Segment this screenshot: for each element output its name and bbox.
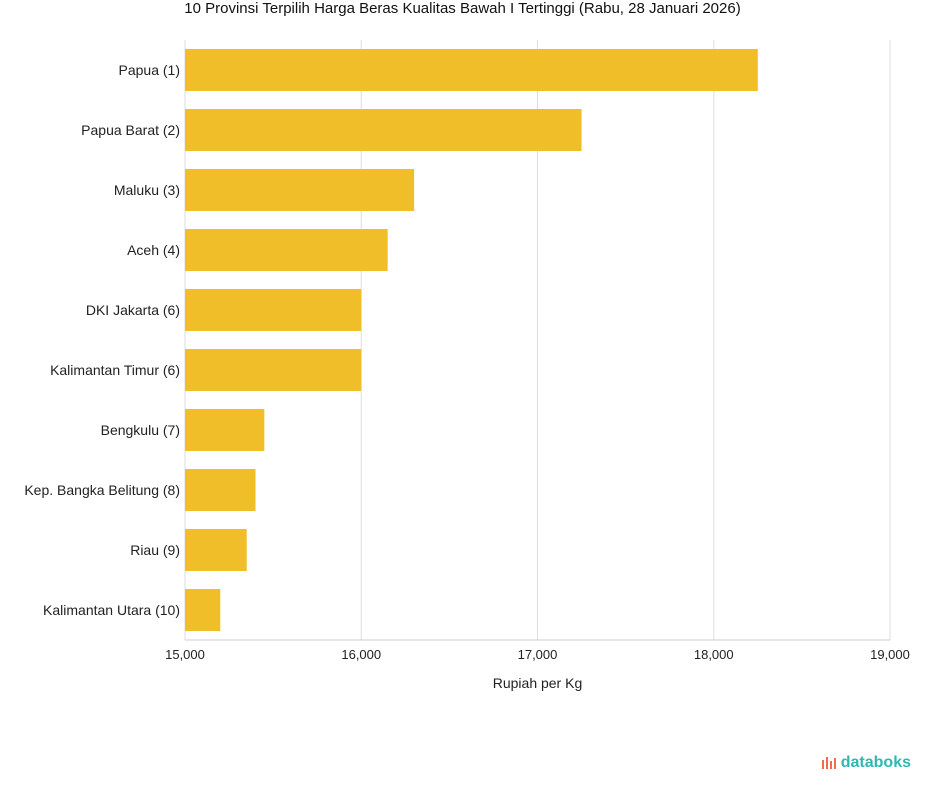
bar: [185, 409, 265, 451]
category-label: Papua Barat (2): [81, 122, 180, 138]
x-tick-label: 18,000: [694, 647, 734, 662]
bar: [185, 169, 415, 211]
x-axis-title: Rupiah per Kg: [493, 675, 583, 691]
category-label: Kalimantan Timur (6): [50, 362, 180, 378]
bars: [185, 49, 758, 631]
x-tick-label: 17,000: [518, 647, 558, 662]
bar: [185, 349, 362, 391]
category-label: Aceh (4): [127, 242, 180, 258]
bar: [185, 49, 758, 91]
x-tick-label: 15,000: [165, 647, 205, 662]
bar: [185, 109, 582, 151]
category-label: Maluku (3): [114, 182, 180, 198]
category-label: Bengkulu (7): [101, 422, 180, 438]
category-label: Riau (9): [130, 542, 180, 558]
category-label: Kalimantan Utara (10): [43, 602, 180, 618]
bar: [185, 469, 256, 511]
chart-title: 10 Provinsi Terpilih Harga Beras Kualita…: [184, 0, 741, 17]
category-label: Kep. Bangka Belitung (8): [24, 482, 180, 498]
category-label: DKI Jakarta (6): [86, 302, 180, 318]
brand-logo: databoks: [821, 754, 911, 772]
databoks-logo-icon: [821, 757, 836, 769]
bar: [185, 289, 362, 331]
brand-name: databoks: [840, 754, 911, 771]
bar: [185, 589, 221, 631]
x-tick-label: 16,000: [341, 647, 381, 662]
x-tick-label: 19,000: [870, 647, 910, 662]
bar: [185, 529, 247, 571]
bar: [185, 229, 388, 271]
category-labels: Papua (1) Papua Barat (2) Maluku (3) Aceh (…: [24, 62, 180, 618]
x-tick-labels: 15,000 16,000 17,000 18,000 19,000: [165, 647, 910, 662]
category-label: Papua (1): [119, 62, 180, 78]
